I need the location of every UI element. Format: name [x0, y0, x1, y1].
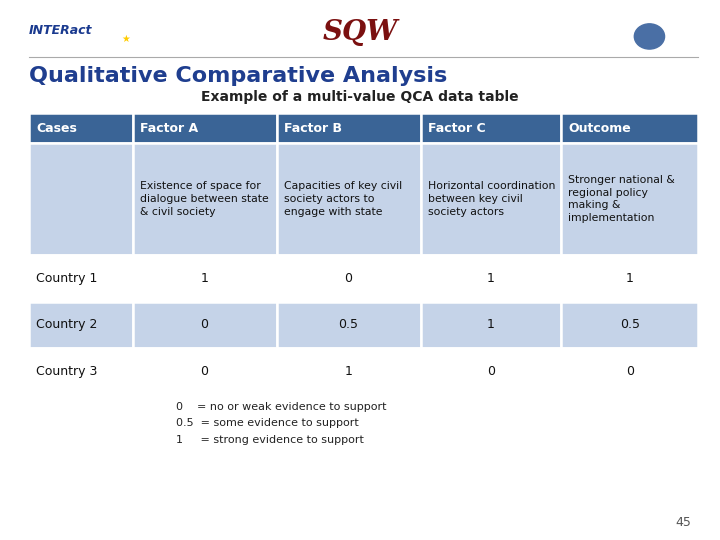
Text: Country 2: Country 2	[36, 318, 97, 331]
Text: 1: 1	[487, 272, 495, 285]
Text: Capacities of key civil
society actors to
engage with state: Capacities of key civil society actors t…	[284, 181, 402, 217]
Text: 1: 1	[626, 272, 634, 285]
Text: 0    = no or weak evidence to support: 0 = no or weak evidence to support	[176, 402, 387, 413]
Text: Stronger national &
regional policy
making &
implementation: Stronger national & regional policy maki…	[568, 175, 675, 223]
Text: INTERact: INTERact	[29, 24, 92, 37]
Text: 0: 0	[626, 364, 634, 377]
Text: 0.5  = some evidence to support: 0.5 = some evidence to support	[176, 418, 359, 429]
Text: 0: 0	[345, 272, 353, 285]
Text: 45: 45	[675, 516, 691, 529]
Text: 0: 0	[201, 318, 209, 331]
Text: 1: 1	[201, 272, 209, 285]
Text: Factor C: Factor C	[428, 122, 485, 134]
Text: 1     = strong evidence to support: 1 = strong evidence to support	[176, 435, 364, 445]
Text: Factor A: Factor A	[140, 122, 198, 134]
Text: 0.5: 0.5	[620, 318, 640, 331]
Text: ★: ★	[122, 34, 130, 44]
Text: Qualitative Comparative Analysis: Qualitative Comparative Analysis	[29, 66, 447, 86]
Ellipse shape	[634, 24, 665, 49]
Text: SQW: SQW	[323, 19, 397, 46]
Text: Cases: Cases	[36, 122, 77, 134]
Text: Example of a multi-value QCA data table: Example of a multi-value QCA data table	[201, 90, 519, 104]
Text: Horizontal coordination
between key civil
society actors: Horizontal coordination between key civi…	[428, 181, 555, 217]
Text: 0: 0	[201, 364, 209, 377]
Text: Country 1: Country 1	[36, 272, 97, 285]
Text: Country 3: Country 3	[36, 364, 97, 377]
Text: Factor B: Factor B	[284, 122, 342, 134]
Text: Existence of space for
dialogue between state
& civil society: Existence of space for dialogue between …	[140, 181, 269, 217]
Text: 1: 1	[487, 318, 495, 331]
Text: 1: 1	[345, 364, 353, 377]
Text: Outcome: Outcome	[568, 122, 631, 134]
Text: 0: 0	[487, 364, 495, 377]
Text: 0.5: 0.5	[338, 318, 359, 331]
